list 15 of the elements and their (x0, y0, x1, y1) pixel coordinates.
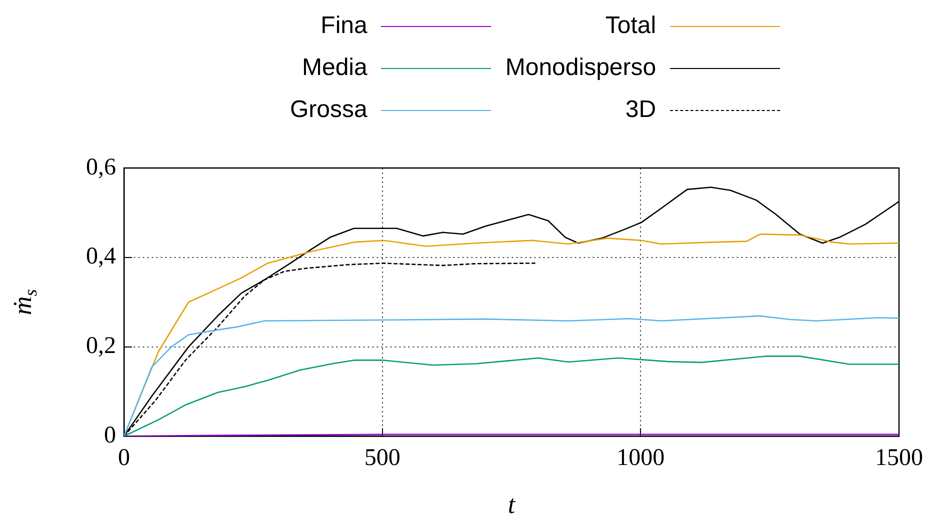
x-tick-label: 1000 (616, 444, 665, 471)
legend-label: 3D (624, 96, 656, 124)
legend-label: Monodisperso (505, 54, 656, 82)
legend-label: Fina (320, 12, 368, 40)
y-tick-label: 0,4 (86, 244, 116, 270)
legend-label: Total (604, 12, 656, 40)
x-tick-label: 1500 (875, 444, 923, 471)
y-tick-label: 0,2 (86, 333, 116, 360)
y-axis-title: ṁs (8, 289, 41, 316)
x-axis-title: t (508, 490, 516, 520)
legend-label: Grossa (290, 96, 368, 124)
x-tick-label: 500 (364, 444, 400, 471)
y-tick-label: 0,6 (86, 154, 116, 180)
y-tick-label: 0 (104, 422, 116, 448)
legend-label: Media (300, 54, 368, 82)
